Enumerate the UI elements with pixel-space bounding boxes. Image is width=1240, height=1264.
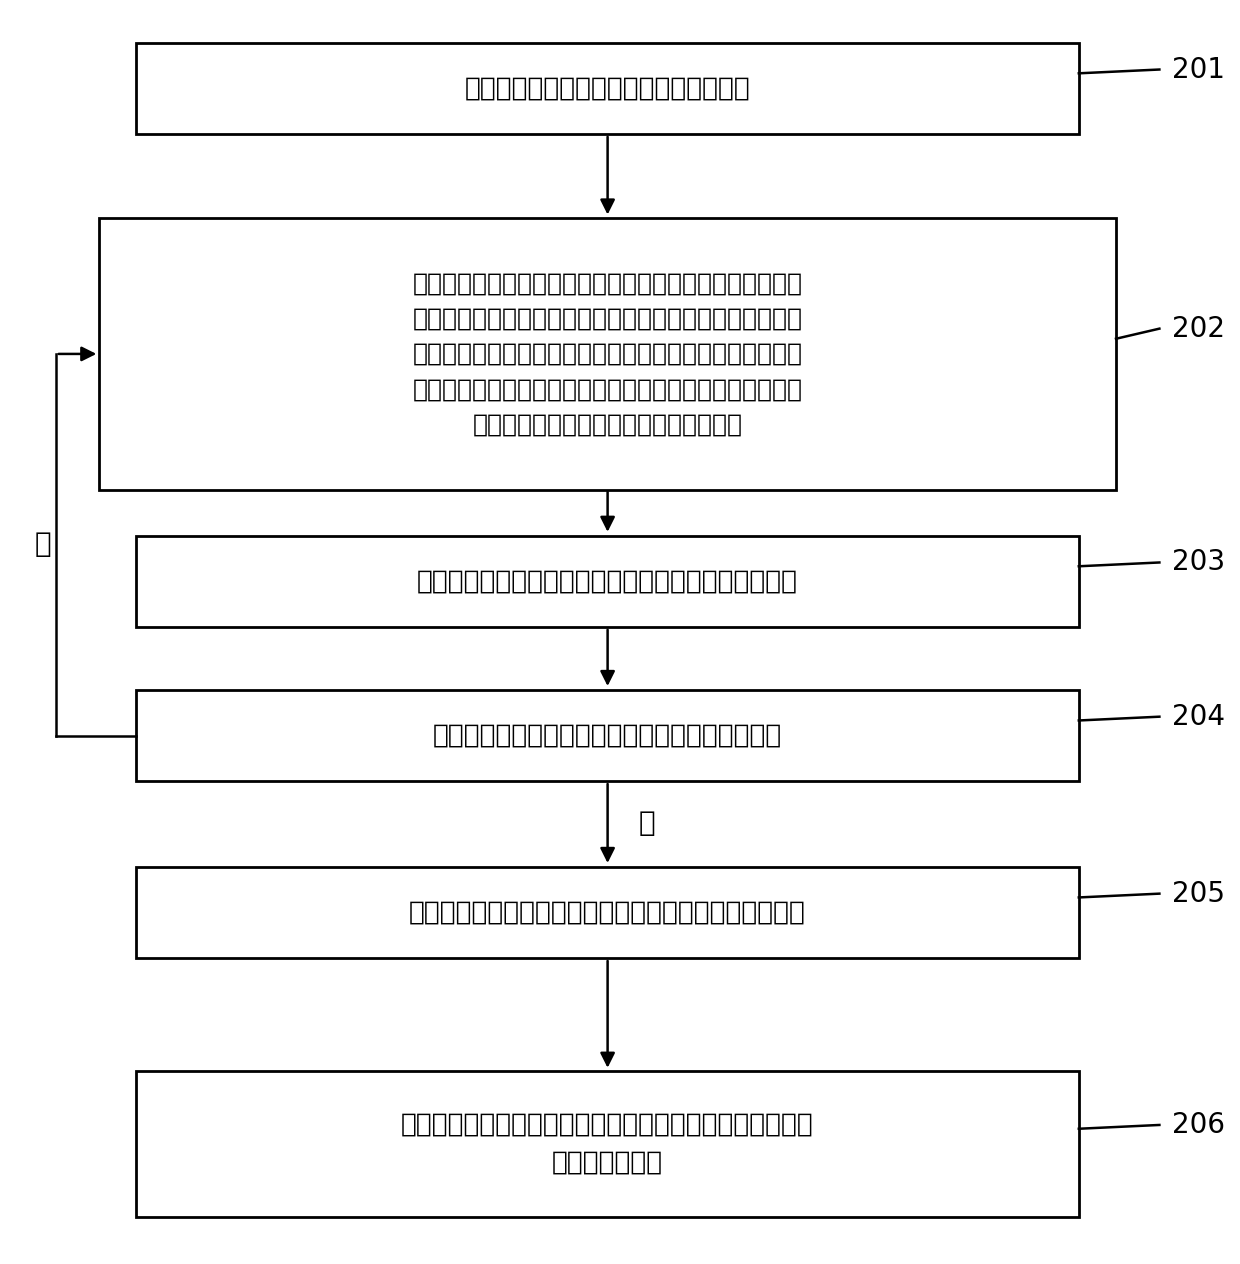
FancyBboxPatch shape	[136, 1072, 1079, 1216]
Text: 204: 204	[1172, 703, 1225, 731]
FancyBboxPatch shape	[136, 690, 1079, 781]
FancyBboxPatch shape	[99, 219, 1116, 490]
Text: 203: 203	[1172, 549, 1225, 576]
Text: 按照航次和数据类型，计算有效数据的平均值和中位数: 按照航次和数据类型，计算有效数据的平均值和中位数	[417, 569, 799, 594]
Text: 205: 205	[1172, 880, 1225, 908]
Text: 201: 201	[1172, 56, 1225, 83]
Text: 获取各测量模块上的测量数据，并按照船舶航次，计算各数
据类型中测量数据的平均值，将测量数据与对应航次和对应
数据类型中测量数据的平均值作比较，若差值大于预设值，: 获取各测量模块上的测量数据，并按照船舶航次，计算各数 据类型中测量数据的平均值，…	[413, 270, 802, 437]
Text: 202: 202	[1172, 315, 1225, 343]
FancyBboxPatch shape	[136, 867, 1079, 958]
FancyBboxPatch shape	[136, 43, 1079, 134]
Text: 判断所述有效数据的平均值是否满足所有限制条件: 判断所述有效数据的平均值是否满足所有限制条件	[433, 723, 782, 748]
Text: 基于所述有效数据的平均值和中位数，形成数据处理结果: 基于所述有效数据的平均值和中位数，形成数据处理结果	[409, 900, 806, 925]
Text: 否: 否	[35, 530, 52, 557]
Text: 是: 是	[639, 809, 655, 838]
FancyBboxPatch shape	[136, 536, 1079, 627]
Text: 206: 206	[1172, 1111, 1225, 1139]
Text: 输入初始实验参数，初始化船舶试航实验: 输入初始实验参数，初始化船舶试航实验	[465, 76, 750, 101]
Text: 根据初始实验参数和数据处理结果中的数据，对船舶试航性
能指标进行修正: 根据初始实验参数和数据处理结果中的数据，对船舶试航性 能指标进行修正	[402, 1112, 813, 1176]
